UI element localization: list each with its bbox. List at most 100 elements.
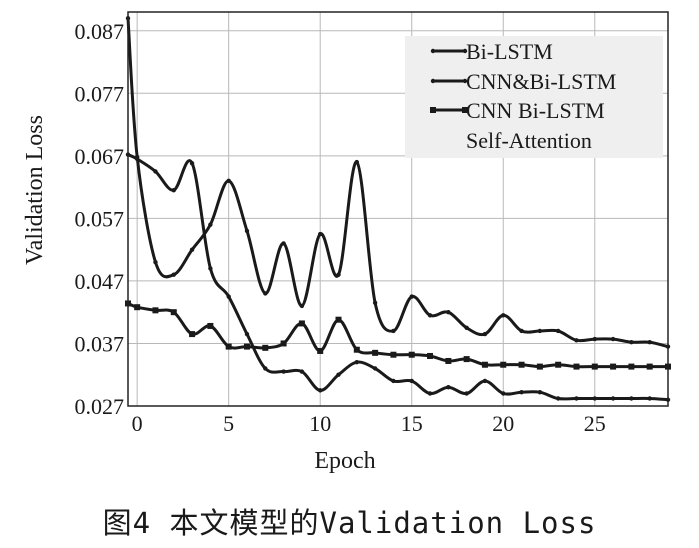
data-point [298,320,305,327]
data-point [318,231,323,237]
x-tick-label: 20 [492,411,514,436]
data-point [482,331,488,337]
legend-box [405,36,663,158]
data-point [171,272,176,277]
data-point [336,372,341,377]
data-point [189,247,195,252]
data-point [610,363,617,370]
data-point [647,396,652,401]
x-tick-label: 5 [223,411,234,436]
data-point [518,361,525,368]
ticks-group: 0 5 10 15 20 25 0.087 0.077 0.067 0.057 0.047 0.037… [75,19,606,436]
data-point [463,356,470,363]
data-point [629,340,634,345]
legend-marker [462,78,468,84]
data-point [354,360,360,365]
y-tick-label: 0.047 [75,269,125,294]
data-point [336,272,341,277]
data-point [610,336,616,342]
data-point [317,347,324,354]
legend-marker [462,107,468,113]
data-point [574,338,579,343]
data-point [207,322,214,329]
x-tick-label: 15 [401,411,423,436]
data-point [409,378,414,384]
data-point [354,159,360,165]
data-point [646,363,653,370]
data-point [189,161,195,166]
data-point [170,309,177,316]
data-point [628,363,635,370]
plot-frame [127,11,669,407]
y-axis-label: Validation Loss [22,115,48,265]
data-point [591,363,598,370]
data-point [610,396,616,401]
data-point [501,313,506,318]
data-point [592,336,597,342]
x-axis-label: Epoch [314,448,375,474]
data-point [226,178,231,184]
y-tick-label: 0.087 [75,19,125,44]
data-point [464,391,469,396]
y-tick-label: 0.037 [75,331,125,356]
data-point [153,259,158,265]
data-point [481,361,488,368]
data-point [208,266,213,271]
x-tick-label: 10 [309,411,331,436]
data-point [482,378,488,384]
data-point [647,340,652,345]
data-point [500,361,507,368]
data-point [318,388,323,393]
data-point [171,188,176,193]
data-point [391,328,396,334]
y-tick-label: 0.077 [75,81,125,106]
data-point [629,396,634,401]
data-point [244,331,250,337]
data-point [299,303,305,309]
data-point [519,328,524,334]
data-point [244,228,250,234]
data-point [519,390,524,395]
data-point [153,169,158,174]
legend-label-bi-lstm: Bi-LSTM [466,39,553,64]
data-point [335,316,342,323]
data-point [281,241,286,246]
data-point [427,352,434,359]
legend-marker [430,107,436,113]
legend-marker [430,48,436,54]
legend-label-self-attention: Self-Attention [466,128,592,153]
data-point [555,361,562,368]
data-point [408,351,415,358]
data-point [372,349,379,356]
data-point [152,307,159,314]
data-point [445,357,452,364]
y-tick-label: 0.027 [75,394,125,419]
data-point [537,328,543,334]
y-tick-label: 0.057 [75,206,125,231]
data-point [226,294,231,299]
x-tick-label: 0 [132,411,143,436]
data-point [390,351,397,358]
y-tick-label: 0.067 [75,144,125,169]
legend: Bi-LSTM CNN&Bi-LSTM CNN Bi-LSTM Self-Att… [405,36,663,158]
data-point [573,363,580,370]
data-point [501,391,506,396]
legend-marker [462,48,468,54]
data-point [134,304,141,311]
data-point [299,369,305,374]
data-point [446,385,451,390]
legend-label-cnn-bi-lstm: CNN Bi-LSTM [466,98,605,123]
data-point [372,366,378,371]
x-tick-label: 25 [584,411,606,436]
data-point [574,396,579,401]
data-point [134,154,140,160]
data-point [189,331,196,338]
data-point [280,340,287,347]
data-point [409,294,414,299]
data-point [208,222,213,227]
line-chart: 0 5 10 15 20 25 0.087 0.077 0.067 0.057 0.047 0.037… [22,11,671,474]
data-point [427,391,433,396]
data-point [446,309,451,315]
data-point [537,390,543,395]
data-point [555,396,561,401]
